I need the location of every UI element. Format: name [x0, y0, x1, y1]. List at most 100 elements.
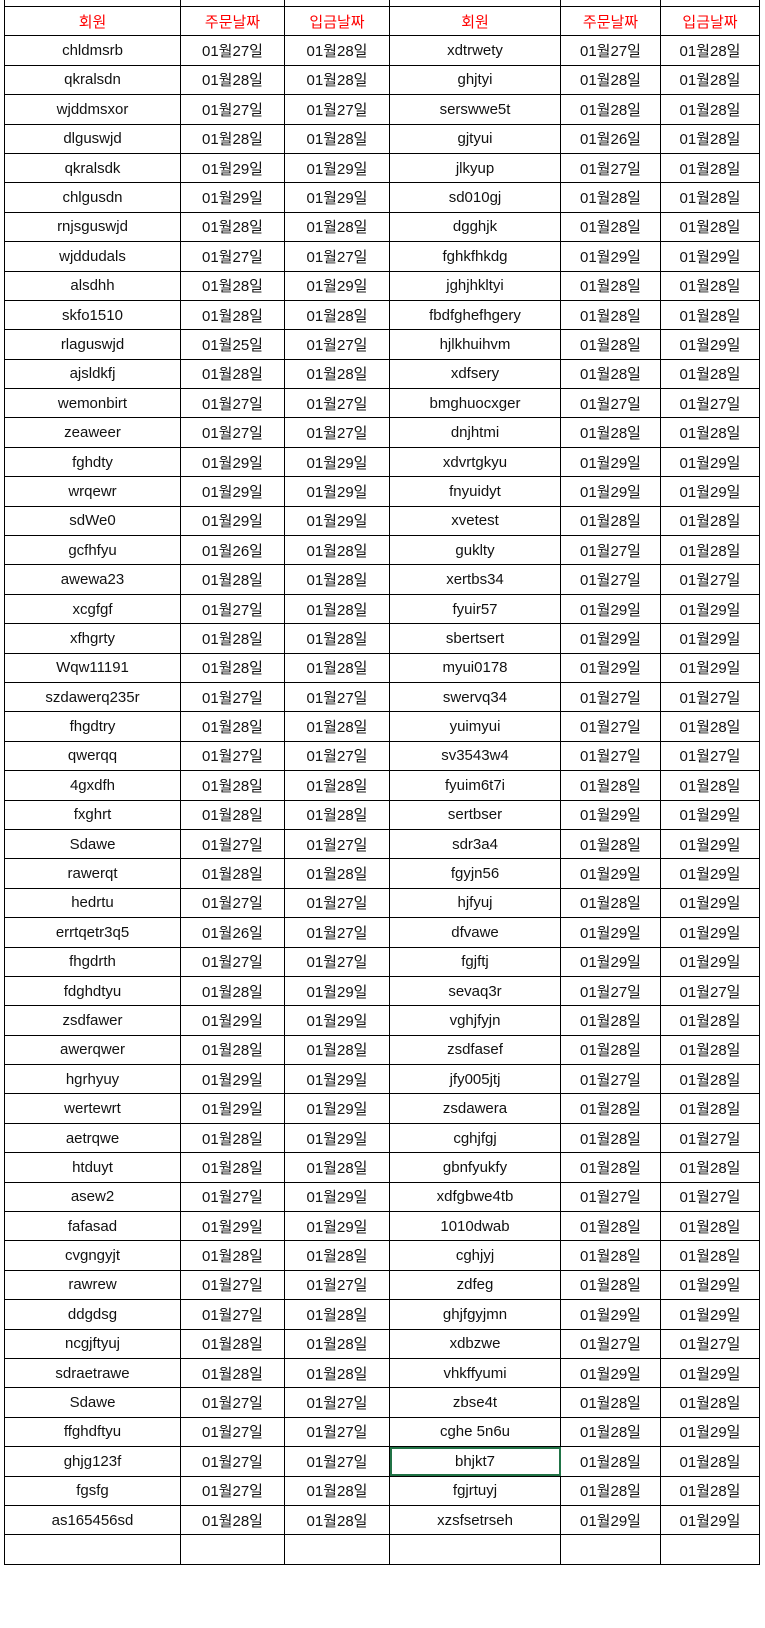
member-cell-2[interactable]: fgjftj	[389, 946, 561, 977]
member-cell[interactable]: awewa23	[4, 564, 181, 595]
payment-date-cell-2[interactable]: 01월28일	[660, 535, 760, 566]
order-date-cell[interactable]: 01월28일	[180, 564, 285, 595]
payment-date-cell-2[interactable]: 01월28일	[660, 1211, 760, 1242]
payment-date-cell-2[interactable]: 01월27일	[660, 681, 760, 713]
payment-date-cell[interactable]: 01월28일	[284, 564, 390, 595]
member-cell-2[interactable]: myui0178	[389, 652, 561, 683]
order-date-cell-2[interactable]: 01월28일	[560, 1005, 661, 1036]
order-date-cell-2[interactable]: 01월28일	[560, 182, 661, 213]
member-cell[interactable]: wemonbirt	[4, 388, 181, 419]
member-cell-2[interactable]: jfy005jtj	[389, 1064, 561, 1095]
member-cell-2[interactable]: hjlkhuihvm	[389, 329, 561, 360]
member-cell[interactable]: alsdhh	[4, 270, 181, 301]
order-date-cell[interactable]: 01월27일	[180, 740, 285, 772]
order-date-cell-2[interactable]: 01월27일	[560, 1181, 661, 1213]
member-cell[interactable]: zsdfawer	[4, 1005, 181, 1036]
member-cell[interactable]: rawerqt	[4, 858, 181, 889]
order-date-cell-2[interactable]: 01월28일	[560, 1269, 661, 1301]
order-date-cell-2[interactable]: 01월28일	[560, 94, 661, 125]
payment-date-cell[interactable]: 01월27일	[284, 329, 390, 360]
payment-date-cell-2[interactable]: 01월29일	[660, 1416, 760, 1448]
payment-date-cell[interactable]: 01월28일	[284, 1328, 390, 1359]
order-date-cell[interactable]: 01월29일	[180, 476, 285, 507]
payment-date-cell-2[interactable]: 01월28일	[660, 417, 760, 448]
member-cell-2[interactable]: ghjtyi	[389, 64, 561, 96]
order-date-cell-2[interactable]: 01월28일	[560, 1416, 661, 1448]
payment-date-cell[interactable]: 01월27일	[284, 887, 390, 919]
payment-date-cell[interactable]: 01월29일	[284, 1211, 390, 1242]
member-cell[interactable]: sdraetrawe	[4, 1357, 181, 1389]
member-cell[interactable]: sdWe0	[4, 505, 181, 537]
order-date-cell-2[interactable]: 01월28일	[560, 299, 661, 331]
member-cell[interactable]: wrqewr	[4, 476, 181, 507]
order-date-cell-2[interactable]: 01월29일	[560, 917, 661, 948]
payment-date-cell-2[interactable]: 01월28일	[660, 123, 760, 154]
order-date-cell[interactable]: 01월29일	[180, 1093, 285, 1124]
member-cell-2[interactable]: guklty	[389, 535, 561, 566]
order-date-cell-2[interactable]: 01월27일	[560, 1328, 661, 1359]
order-date-cell-2[interactable]: 01월27일	[560, 564, 661, 595]
order-date-cell[interactable]: 01월27일	[180, 35, 285, 66]
member-cell[interactable]: rnjsguswjd	[4, 211, 181, 243]
order-date-cell[interactable]: 01월28일	[180, 299, 285, 331]
member-cell[interactable]: fhgdrth	[4, 946, 181, 977]
payment-date-cell-2[interactable]: 01월28일	[660, 94, 760, 125]
order-date-cell-2[interactable]: 01월28일	[560, 1446, 661, 1477]
payment-date-cell[interactable]: 01월27일	[284, 417, 390, 448]
order-date-cell[interactable]: 01월27일	[180, 1269, 285, 1301]
order-date-cell[interactable]: 01월28일	[180, 1034, 285, 1066]
payment-date-cell[interactable]: 01월28일	[284, 1034, 390, 1066]
order-date-cell-2[interactable]: 01월28일	[560, 1122, 661, 1154]
order-date-cell-2[interactable]: 01월27일	[560, 681, 661, 713]
payment-date-cell-2[interactable]: 01월29일	[660, 476, 760, 507]
payment-date-cell-2[interactable]: 01월29일	[660, 329, 760, 360]
payment-date-cell[interactable]: 01월28일	[284, 299, 390, 331]
order-date-cell[interactable]: 01월28일	[180, 1357, 285, 1389]
payment-date-cell[interactable]: 01월29일	[284, 1005, 390, 1036]
member-cell[interactable]: 4gxdfh	[4, 770, 181, 801]
order-date-cell[interactable]: 01월27일	[180, 388, 285, 419]
payment-date-cell-2[interactable]: 01월27일	[660, 740, 760, 772]
order-date-cell-2[interactable]: 01월28일	[560, 1093, 661, 1124]
payment-date-cell[interactable]: 01월27일	[284, 1269, 390, 1301]
payment-date-cell-2[interactable]: 01월29일	[660, 917, 760, 948]
member-cell-2[interactable]: xdbzwe	[389, 1328, 561, 1359]
order-date-cell-2[interactable]: 01월28일	[560, 1034, 661, 1066]
order-date-cell[interactable]: 01월28일	[180, 270, 285, 301]
member-cell[interactable]: chlgusdn	[4, 182, 181, 213]
payment-date-cell-2[interactable]: 01월27일	[660, 388, 760, 419]
order-date-cell[interactable]: 01월27일	[180, 241, 285, 272]
order-date-cell[interactable]: 01월28일	[180, 1122, 285, 1154]
order-date-cell[interactable]: 01월27일	[180, 593, 285, 625]
order-date-cell-2[interactable]: 01월27일	[560, 388, 661, 419]
member-cell-2[interactable]: cghjfgj	[389, 1122, 561, 1154]
payment-date-cell[interactable]: 01월28일	[284, 64, 390, 96]
order-date-cell-2[interactable]: 01월29일	[560, 593, 661, 625]
payment-date-cell-2[interactable]: 01월28일	[660, 1240, 760, 1271]
header-payment-date-2[interactable]: 입금날짜	[660, 5, 760, 37]
payment-date-cell-2[interactable]: 01월29일	[660, 1269, 760, 1301]
member-cell[interactable]: qkralsdn	[4, 64, 181, 96]
payment-date-cell[interactable]: 01월28일	[284, 652, 390, 683]
order-date-cell[interactable]: 01월28일	[180, 770, 285, 801]
payment-date-cell[interactable]: 01월28일	[284, 623, 390, 654]
member-cell-2[interactable]: sertbser	[389, 799, 561, 830]
member-cell-2[interactable]: serswwe5t	[389, 94, 561, 125]
payment-date-cell-2[interactable]: 01월28일	[660, 211, 760, 243]
payment-date-cell[interactable]: 01월29일	[284, 505, 390, 537]
payment-date-cell[interactable]: 01월29일	[284, 152, 390, 184]
payment-date-cell[interactable]: 01월28일	[284, 1357, 390, 1389]
member-cell-2[interactable]: dfvawe	[389, 917, 561, 948]
payment-date-cell[interactable]: 01월28일	[284, 711, 390, 742]
member-cell-2[interactable]: jlkyup	[389, 152, 561, 184]
member-cell[interactable]: ddgdsg	[4, 1299, 181, 1330]
payment-date-cell-2[interactable]: 01월28일	[660, 1034, 760, 1066]
member-cell[interactable]: errtqetr3q5	[4, 917, 181, 948]
member-cell-2[interactable]: fyuir57	[389, 593, 561, 625]
payment-date-cell[interactable]: 01월28일	[284, 770, 390, 801]
payment-date-cell[interactable]: 01월29일	[284, 1181, 390, 1213]
payment-date-cell[interactable]: 01월27일	[284, 681, 390, 713]
payment-date-cell-2[interactable]: 01월29일	[660, 946, 760, 977]
payment-date-cell[interactable]: 01월27일	[284, 917, 390, 948]
order-date-cell-2[interactable]: 01월27일	[560, 535, 661, 566]
